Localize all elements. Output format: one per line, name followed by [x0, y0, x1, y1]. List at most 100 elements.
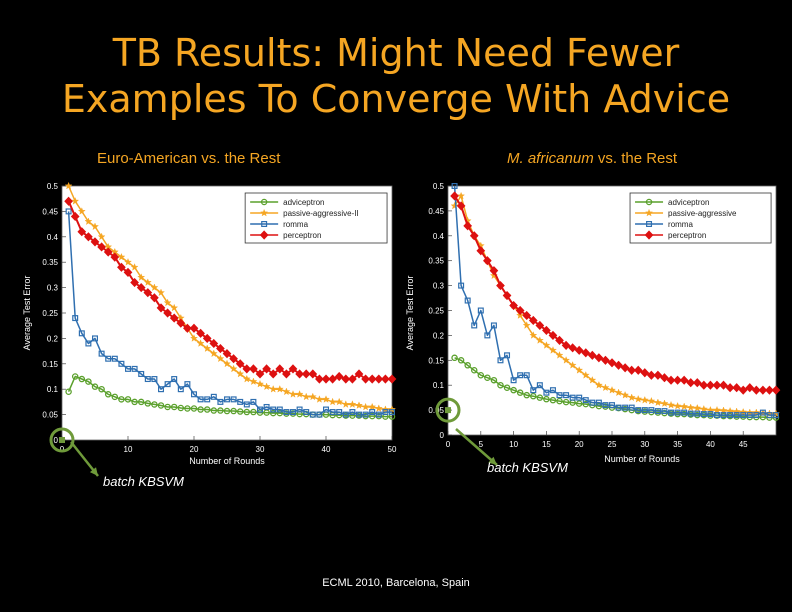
data-point	[117, 252, 126, 261]
data-point	[727, 412, 734, 419]
data-point	[673, 401, 682, 410]
data-point	[522, 310, 532, 321]
data-point	[118, 396, 125, 403]
data-point	[515, 305, 525, 316]
data-point	[177, 404, 185, 412]
data-point	[484, 374, 491, 381]
data-point	[509, 300, 518, 311]
data-point	[315, 374, 324, 384]
y-tick-label: 0.35	[42, 258, 58, 267]
data-point	[686, 403, 695, 411]
y-tick-label: 0.25	[42, 309, 58, 318]
y-tick-label: 0.35	[428, 257, 444, 266]
data-point	[516, 389, 524, 396]
data-point	[229, 364, 238, 373]
data-point	[255, 369, 265, 379]
batch-kbsvm-highlight	[49, 427, 75, 453]
data-point	[163, 308, 172, 318]
data-point	[602, 402, 609, 409]
callout-right-arrow	[455, 428, 498, 466]
y-tick-label: 0.15	[428, 356, 444, 365]
data-point	[575, 366, 584, 374]
legend-entry: romma	[668, 220, 693, 229]
data-point	[84, 217, 93, 225]
data-point	[607, 358, 617, 368]
data-point	[71, 197, 80, 205]
y-tick-label: 0.45	[42, 207, 58, 216]
data-point	[296, 406, 303, 413]
data-point	[97, 232, 106, 241]
batch-kbsvm-marker	[445, 407, 451, 414]
data-point	[117, 262, 126, 272]
data-point	[204, 396, 211, 403]
data-point	[510, 386, 517, 394]
data-point	[183, 323, 192, 333]
data-point	[503, 384, 511, 391]
data-point	[772, 412, 779, 419]
data-point	[568, 343, 577, 353]
data-point	[548, 346, 557, 354]
y-tick-label: 0.25	[428, 307, 444, 316]
data-point	[282, 369, 291, 379]
data-point	[587, 350, 597, 360]
data-point	[549, 396, 557, 404]
data-point	[111, 393, 119, 401]
data-point	[517, 372, 524, 379]
data-point	[243, 408, 251, 416]
x-axis-label: Number of Rounds	[189, 456, 265, 466]
callout-left-label: batch KBSVM	[103, 474, 184, 489]
data-point	[720, 412, 727, 419]
data-point	[91, 222, 99, 231]
data-point	[751, 385, 761, 395]
data-point	[236, 369, 245, 378]
data-point	[341, 374, 351, 384]
slide-title: TB Results: Might Need Fewer Examples To…	[0, 30, 792, 122]
data-point	[262, 382, 271, 391]
data-point	[450, 191, 459, 201]
data-point	[707, 411, 714, 418]
data-point	[621, 391, 630, 399]
data-point	[97, 242, 106, 252]
data-point	[771, 385, 781, 395]
x-tick-label: 20	[190, 445, 199, 454]
data-point	[111, 355, 118, 362]
data-point	[355, 401, 363, 409]
data-point	[666, 375, 676, 385]
data-point	[667, 400, 676, 409]
data-point	[463, 221, 473, 231]
data-point	[295, 390, 304, 398]
data-point	[374, 404, 383, 412]
data-point	[170, 403, 178, 411]
data-point	[290, 409, 297, 416]
data-point	[190, 405, 198, 412]
x-tick-label: 0	[446, 440, 451, 449]
data-point	[681, 409, 688, 416]
data-point	[693, 403, 702, 412]
data-point	[450, 201, 459, 210]
x-tick-label: 5	[479, 440, 484, 449]
data-point	[535, 320, 545, 331]
data-point	[209, 338, 219, 349]
data-point	[469, 231, 479, 241]
data-point	[354, 369, 364, 379]
y-tick-label: 0.5	[47, 182, 59, 191]
data-point	[90, 237, 100, 247]
x-tick-label: 30	[256, 445, 265, 454]
data-point	[308, 392, 317, 401]
data-point	[276, 409, 284, 417]
data-point	[223, 407, 231, 415]
data-point	[184, 381, 191, 388]
x-tick-label: 35	[673, 440, 682, 449]
chart-title-right-suffix: vs. the Rest	[593, 150, 678, 167]
data-point	[648, 407, 655, 414]
data-point	[191, 391, 198, 398]
batch-kbsvm-highlight	[435, 397, 461, 423]
y-tick-label: 0	[54, 436, 59, 445]
data-point	[661, 408, 668, 415]
y-tick-label: 0.1	[433, 381, 445, 390]
data-point	[275, 364, 285, 374]
data-point	[263, 403, 270, 410]
data-point	[700, 411, 707, 418]
y-tick-label: 0.3	[433, 282, 445, 291]
data-point	[143, 278, 152, 286]
